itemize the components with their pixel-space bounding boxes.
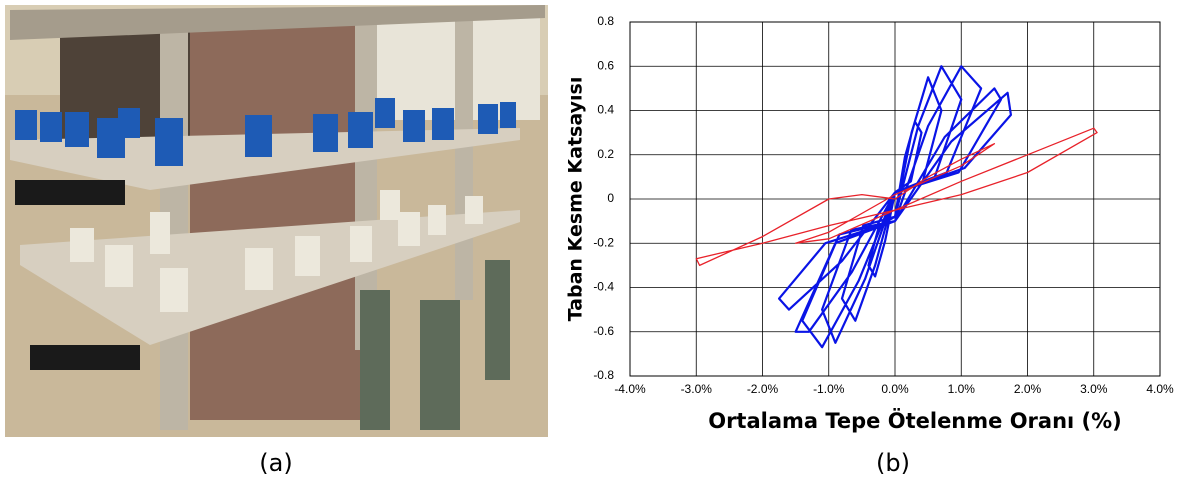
x-tick-label: -4.0% (614, 382, 646, 396)
figure: Ortalama Tepe Ötelenme Oranı (%) Taban K… (0, 0, 1187, 484)
photo (5, 5, 548, 437)
y-axis-label: Taban Kesme Katsayısı (565, 77, 587, 322)
caption: (a) (259, 449, 292, 477)
x-axis-label: Ortalama Tepe Ötelenme Oranı (%) (708, 408, 1122, 433)
y-tick-label: 0.6 (597, 58, 614, 72)
x-tick-label: -1.0% (813, 382, 845, 396)
caption: (b) (876, 449, 910, 477)
y-tick-label: -0.2 (593, 235, 614, 249)
y-tick-label: 0.4 (597, 103, 614, 117)
y-tick-label: 0 (607, 191, 614, 205)
y-tick-label: -0.4 (593, 280, 614, 294)
y-tick-label: -0.8 (593, 368, 614, 382)
y-tick-label: -0.6 (593, 324, 614, 338)
x-tick-label: 2.0% (1014, 382, 1042, 396)
x-tick-label: 1.0% (948, 382, 976, 396)
x-tick-label: 4.0% (1146, 382, 1174, 396)
y-tick-label: 0.8 (597, 14, 614, 28)
x-tick-label: -2.0% (747, 382, 779, 396)
x-tick-label: 0.0% (881, 382, 909, 396)
x-tick-label: 3.0% (1080, 382, 1108, 396)
x-tick-label: -3.0% (681, 382, 713, 396)
y-tick-label: 0.2 (597, 147, 614, 161)
